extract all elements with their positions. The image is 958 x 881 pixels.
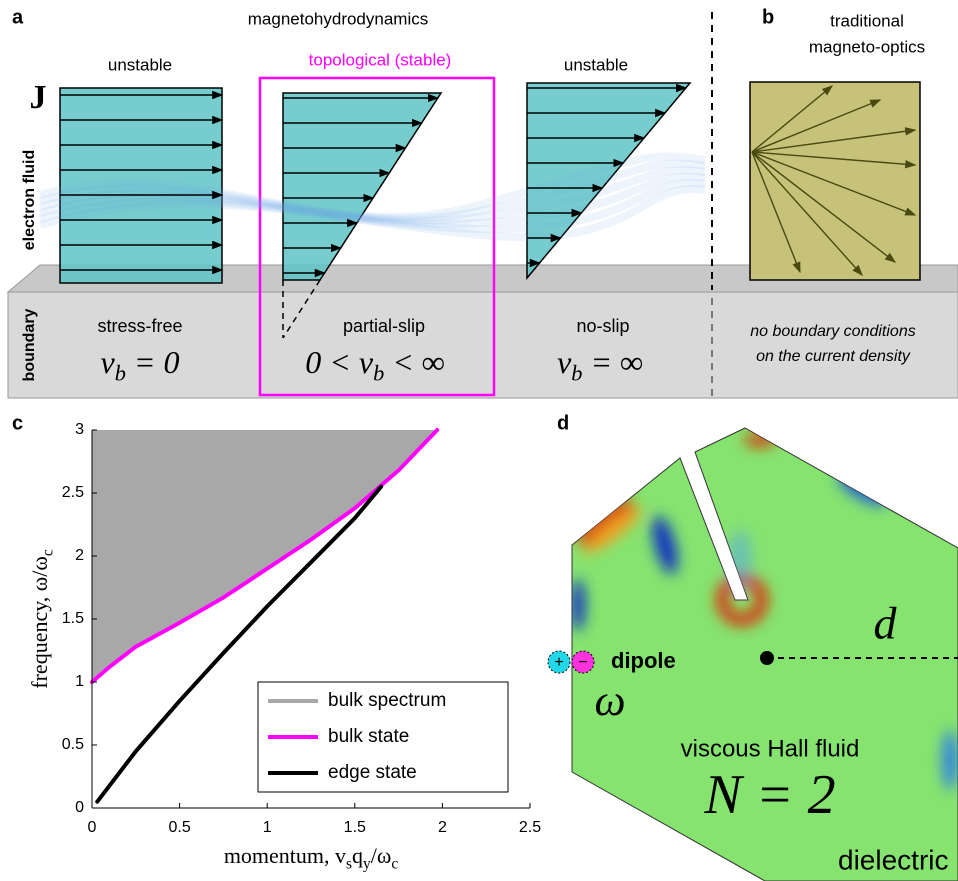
panel-a: a magnetohydrodynamics unstable topologi…	[8, 6, 958, 398]
panel-c: c 0 0.5 1 1.5 2 2.5 3 0 0.5 1 1.5 2 2.5 momentum, vsq…	[12, 412, 541, 872]
panel-label: b	[762, 6, 774, 28]
column-heading: unstable	[564, 55, 628, 74]
label-part: b	[115, 361, 126, 386]
side-label: electron fluid	[21, 150, 38, 250]
boundary-condition: stress-free	[97, 316, 182, 336]
column-heading: topological (stable)	[309, 50, 452, 69]
x-tick-label: 0.5	[168, 819, 190, 836]
formula: vb = 0	[101, 344, 180, 385]
legend-label: edge state	[328, 762, 417, 783]
x-axis-label: momentum, vsqy/ωc	[224, 843, 399, 872]
panel-label: a	[12, 6, 24, 28]
legend-label: bulk state	[328, 726, 409, 747]
y-tick-label: 2	[75, 547, 84, 564]
panel-title: magnetohydrodynamics	[248, 9, 428, 28]
label-part: = ∞	[583, 344, 643, 380]
optics-box	[750, 82, 920, 280]
charge-sign: +	[554, 654, 563, 671]
y-tick-label: 1.5	[62, 610, 84, 627]
x-tick-label: 1	[263, 819, 272, 836]
label-part: v	[101, 344, 116, 380]
label-part: c	[391, 855, 398, 872]
y-axis-label: frequency, ω/ωc	[27, 549, 56, 689]
x-tick-label: 2.5	[519, 819, 541, 836]
label-part: momentum, v	[224, 843, 346, 868]
figure: a magnetohydrodynamics unstable topologi…	[0, 0, 958, 881]
y-tick-label: 2.5	[62, 484, 84, 501]
boundary-condition: partial-slip	[343, 316, 425, 336]
x-tick-label: 0	[88, 819, 97, 836]
distance-symbol: d	[874, 598, 898, 649]
label-part: < ∞	[384, 344, 444, 380]
note: on the current density	[756, 348, 911, 365]
flow-profile	[283, 93, 441, 280]
panel-title: traditional	[830, 11, 904, 30]
x-tick-label: 1.5	[344, 819, 366, 836]
source-label: dipole	[611, 648, 676, 673]
side-label: boundary	[21, 308, 38, 381]
y-tick-label: 1	[75, 673, 84, 690]
y-tick-label: 0	[75, 799, 84, 816]
y-tick-label: 0.5	[62, 736, 84, 753]
legend-label: bulk spectrum	[328, 690, 446, 711]
panel-d: d + − dipole ω d viscous Hall fluid N = …	[548, 412, 958, 881]
medium-label: viscous Hall fluid	[681, 735, 860, 762]
panel-label: c	[12, 412, 23, 434]
surroundings-label: dielectric	[838, 844, 948, 875]
label-part: b	[373, 361, 384, 386]
label-part: v	[557, 344, 572, 380]
index-label: N = 2	[703, 764, 835, 826]
charge-sign: −	[578, 654, 587, 671]
label-part: q	[352, 843, 363, 868]
x-tick-label: 2	[438, 819, 447, 836]
panel-label: d	[557, 412, 569, 434]
label-part: c	[39, 549, 56, 556]
label-part: /ω	[371, 843, 392, 868]
note: no boundary conditions	[750, 323, 915, 340]
panel-title: magneto-optics	[809, 37, 925, 56]
label-part: b	[571, 361, 582, 386]
label-part: = 0	[126, 344, 180, 380]
label-part: 0 < v	[305, 344, 374, 380]
boundary-condition: no-slip	[576, 316, 629, 336]
current-symbol: J	[30, 79, 47, 116]
frequency-symbol: ω	[594, 676, 625, 725]
column-heading: unstable	[108, 55, 172, 74]
label-part: frequency, ω/ω	[27, 556, 52, 689]
y-tick-label: 3	[75, 421, 84, 438]
formula: vb = ∞	[557, 344, 643, 385]
